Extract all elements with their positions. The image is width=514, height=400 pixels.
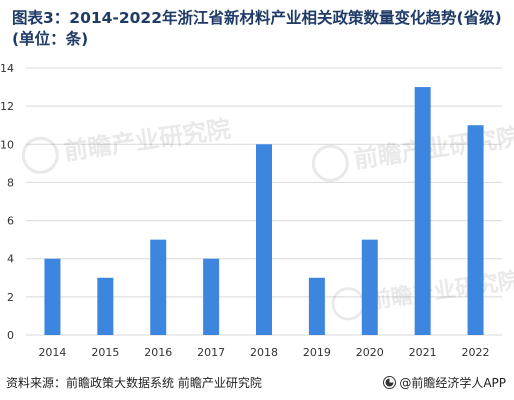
brand-label: @前瞻经济学人APP [399, 376, 506, 390]
bar-2015 [97, 277, 114, 335]
bar-2017 [203, 258, 220, 335]
brand-logo-icon [383, 376, 397, 389]
bar-2016 [150, 239, 167, 335]
y-tick-label: 12 [0, 100, 14, 113]
chart-title: 图表3：2014-2022年浙江省新材料产业相关政策数量变化趋势(省级)(单位：… [12, 9, 502, 48]
x-tick-label: 2021 [409, 346, 437, 359]
watermark-logo-icon [331, 287, 365, 321]
source-note: 资料来源：前瞻政策大数据系统 前瞻产业研究院 [6, 376, 262, 390]
x-tick-label: 2015 [91, 346, 119, 359]
y-tick-label: 0 [7, 329, 14, 342]
y-tick-label: 4 [7, 253, 14, 266]
watermark-logo-icon [21, 136, 59, 174]
bar-2021 [414, 87, 431, 335]
bars [44, 87, 484, 335]
bar-2019 [308, 277, 325, 335]
x-tick-label: 2017 [197, 346, 225, 359]
x-tick-label: 2020 [356, 346, 384, 359]
watermark-logo-icon [311, 144, 349, 182]
x-tick-label: 2019 [303, 346, 331, 359]
watermark: 前瞻产业研究院 [21, 115, 232, 174]
y-tick-label: 8 [7, 176, 14, 189]
x-tick-label: 2018 [250, 346, 278, 359]
x-tick-labels: 2014 2015 2016 2017 2018 2019 2020 2021 2022 [38, 346, 489, 359]
watermark: 前瞻产业研究院 [311, 123, 514, 182]
x-tick-label: 2014 [38, 346, 66, 359]
y-tick-label: 6 [7, 215, 14, 228]
x-tick-label: 2022 [462, 346, 490, 359]
watermark-text: 前瞻产业研究院 [62, 115, 232, 166]
bar-2018 [256, 144, 272, 335]
y-tick-labels: 0 2 4 6 8 10 12 14 [0, 62, 14, 342]
y-tick-label: 10 [0, 138, 14, 151]
bar-2022 [467, 125, 484, 335]
bar-2014 [44, 258, 61, 335]
x-tick-label: 2016 [144, 346, 172, 359]
watermark-text: 前瞻产业研究院 [368, 267, 514, 314]
brand-credit: @前瞻经济学人APP [383, 374, 506, 391]
y-tick-label: 2 [7, 291, 14, 304]
bar-2020 [361, 239, 378, 335]
y-tick-label: 14 [0, 62, 14, 75]
watermark-text: 前瞻产业研究院 [352, 123, 514, 174]
